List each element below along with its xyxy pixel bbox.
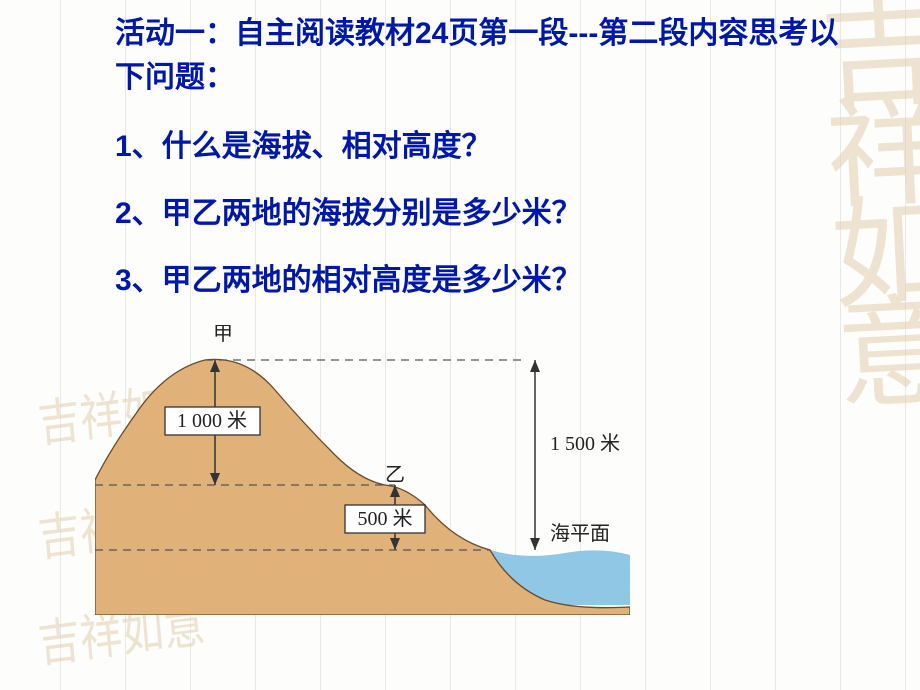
label-jia: 甲	[213, 325, 233, 345]
activity-title: 活动一：自主阅读教材24页第一段---第二段内容思考以下问题：	[115, 12, 855, 99]
arrow-1500m	[530, 360, 540, 550]
label-1500m: 1 500 米	[550, 432, 620, 455]
svg-text:500 米: 500 米	[358, 507, 413, 530]
label-500m: 500 米	[345, 505, 425, 533]
label-yi: 乙	[385, 464, 405, 486]
elevation-diagram: 甲 乙 1 000 米 500 米 1 500 米 海平面	[95, 325, 630, 615]
question-2: 2、甲乙两地的海拔分别是多少米？	[115, 194, 855, 233]
question-1: 1、什么是海拔、相对高度？	[115, 127, 855, 166]
svg-text:1 000 米: 1 000 米	[177, 409, 247, 432]
label-sealevel: 海平面	[550, 522, 610, 545]
question-3: 3、甲乙两地的相对高度是多少米？	[115, 261, 855, 300]
text-content: 活动一：自主阅读教材24页第一段---第二段内容思考以下问题： 1、什么是海拔、…	[115, 12, 855, 300]
label-1000m: 1 000 米	[165, 407, 260, 435]
